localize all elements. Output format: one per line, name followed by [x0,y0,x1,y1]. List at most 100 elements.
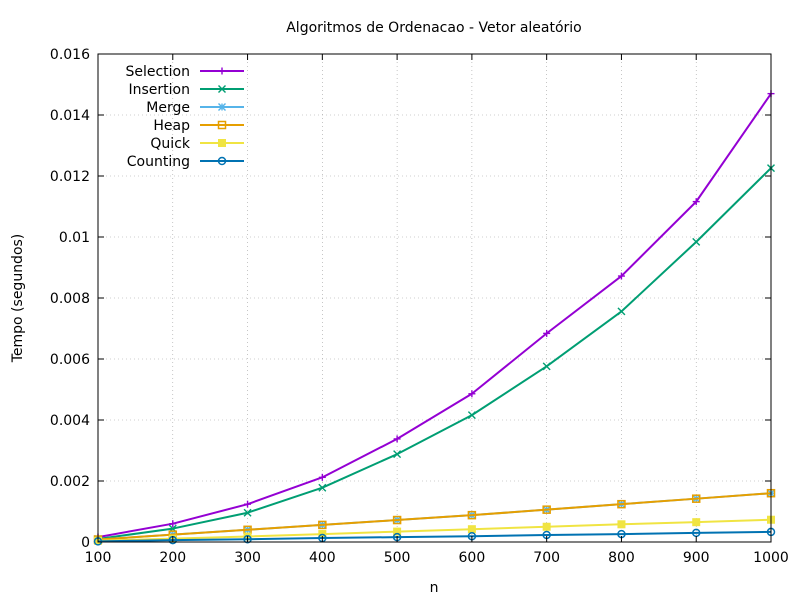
data-point [217,156,227,166]
data-point [692,518,701,527]
data-point [467,510,477,520]
series-line [97,93,772,539]
marker-stroke [218,85,226,93]
x-tick-label: 300 [234,550,261,566]
data-point [318,483,327,492]
legend-item-selection: Selection [125,64,244,80]
series-line [97,492,772,541]
data-point [542,505,551,514]
data-point [218,139,226,147]
x-tick-label: 500 [384,550,411,566]
data-point [393,527,402,536]
data-point [692,237,701,246]
data-point [169,520,177,528]
y-tick-label: 0.016 [50,47,90,63]
grid [97,53,772,543]
data-point [617,520,626,529]
marker-stroke [218,103,226,111]
marker-stroke [393,450,402,459]
series-insertion [94,164,775,543]
data-point [692,198,700,206]
marker-shape [691,494,701,503]
legend-item-quick: Quick [150,136,244,152]
marker-shape [617,520,626,529]
legend-label: Selection [125,64,190,80]
series-merge [94,489,775,544]
marker-shape [692,518,701,527]
y-tick-label: 0.01 [59,230,90,246]
x-tick-label: 1000 [753,550,789,566]
data-point [393,435,401,443]
x-tick-label: 100 [85,550,112,566]
data-point [617,499,626,509]
series-heap [93,488,776,544]
data-point [617,272,625,280]
data-point [543,329,551,337]
data-point [218,67,226,75]
legend-item-insertion: Insertion [129,82,244,98]
data-point [217,120,227,130]
legend-label: Counting [127,154,190,170]
data-point [243,508,252,517]
x-tick-label: 400 [309,550,336,566]
legend-item-merge: Merge [146,100,244,116]
marker-shape [617,499,626,509]
marker-stroke [467,411,476,420]
legend-label: Heap [153,118,190,134]
legend: Selection Insertion Merge Heap Quick Counting [125,64,244,170]
legend-label: Merge [146,100,190,116]
marker-shape [467,525,476,534]
y-tick-label: 0.014 [50,108,90,124]
data-point [468,390,476,398]
data-point [218,85,226,93]
data-point [617,307,626,316]
data-point [691,494,701,503]
x-tick-label: 900 [683,550,710,566]
marker-stroke [318,483,327,492]
x-tick-label: 200 [159,550,186,566]
series-line [97,530,772,543]
legend-item-heap: Heap [153,118,244,134]
marker-stroke [617,307,626,316]
marker-shape [542,505,551,514]
legend-item-counting: Counting [127,154,244,170]
data-point [467,411,476,420]
y-tick-label: 0.002 [50,474,90,490]
chart-title: Algoritmos de Ordenacao - Vetor aleatóri… [286,20,582,36]
data-point [244,500,252,508]
marker-shape [217,156,227,166]
marker-shape [243,535,252,544]
series-selection [94,90,775,541]
marker-shape [218,139,226,147]
axes: 100 200 300 400 500 600 700 800 900 1000 0 0.002 0.0… [50,47,789,566]
data-point [542,362,551,371]
marker-shape [393,527,402,536]
marker-shape [318,520,327,530]
legend-label: Insertion [129,82,190,98]
marker-stroke [243,508,252,517]
series-line [97,167,772,540]
marker-stroke [692,237,701,246]
data-point [542,522,551,531]
data-point [318,520,327,530]
data-point [467,525,476,534]
marker-stroke [542,362,551,371]
y-tick-label: 0.008 [50,291,90,307]
x-axis-label: n [430,580,439,596]
x-tick-label: 800 [608,550,635,566]
x-tick-label: 700 [533,550,560,566]
series-lines [93,90,776,546]
data-point [393,450,402,459]
y-tick-label: 0.004 [50,413,90,429]
data-point [318,473,326,481]
data-point [243,535,252,544]
data-point [218,103,226,111]
marker-shape [392,515,402,525]
series-line [97,518,772,542]
y-axis-label: Tempo (segundos) [10,234,26,364]
y-tick-label: 0.012 [50,169,90,185]
marker-shape [217,120,227,130]
marker-shape [542,522,551,531]
